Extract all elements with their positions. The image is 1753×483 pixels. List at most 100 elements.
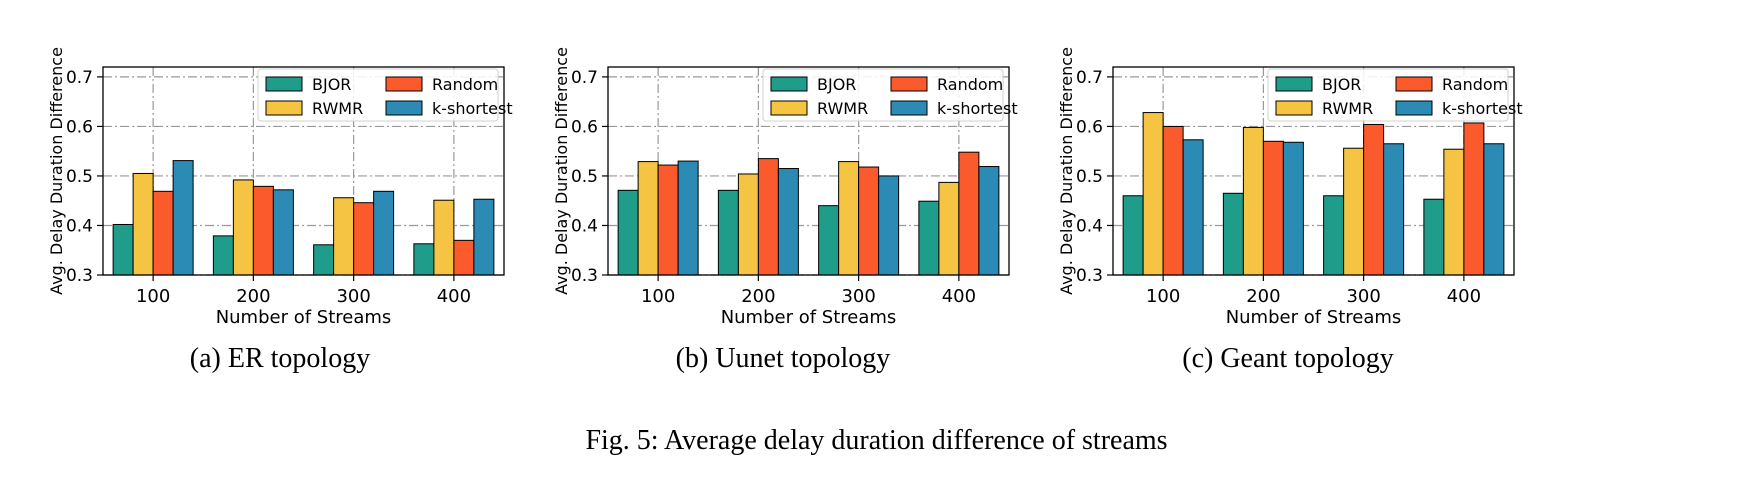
bar-bjor-100 <box>112 223 134 276</box>
bar-bjor-200 <box>212 235 234 276</box>
bar-bjor-100 <box>617 189 639 276</box>
bar-random-200 <box>1262 140 1284 276</box>
bar-rwmr-300 <box>333 197 355 276</box>
legend-label-k-shortest: k-shortest <box>432 99 513 118</box>
y-tick-label: 0.5 <box>66 167 93 187</box>
x-tick-label: 100 <box>641 286 675 307</box>
legend-swatch-random <box>1395 76 1433 92</box>
y-axis-label: Avg. Delay Duration Difference <box>552 47 571 295</box>
chart-uunet: Avg. Delay Duration Difference 0.3 0.4 0.5 0… <box>552 47 1018 328</box>
y-tick-label: 0.5 <box>571 167 598 187</box>
bar-bjor-300 <box>313 244 335 276</box>
bar-random-300 <box>353 202 375 276</box>
bar-rwmr-400 <box>1443 148 1465 276</box>
plot-frame <box>102 66 505 276</box>
legend-box <box>257 68 499 122</box>
y-tick-label: 0.3 <box>571 266 598 286</box>
bar-random-100 <box>1162 125 1184 276</box>
bar-k-shortest-100 <box>172 160 194 276</box>
y-tick-label: 0.7 <box>571 68 598 88</box>
bar-bjor-400 <box>918 200 940 276</box>
bar-bjor-300 <box>1323 195 1345 276</box>
chart-er: Avg. Delay Duration Difference 0.3 0.4 0.5 0… <box>47 47 513 328</box>
x-tick-label: 300 <box>841 286 875 307</box>
figure: Avg. Delay Duration Difference 0.3 0.4 0.5 0… <box>47 47 1523 328</box>
legend-box <box>1267 68 1509 122</box>
bar-bjor-400 <box>1423 198 1445 276</box>
y-tick-label: 0.4 <box>1076 216 1103 236</box>
legend-label-bjor: BJOR <box>1322 75 1361 94</box>
y-axis-label: Avg. Delay Duration Difference <box>47 47 66 295</box>
figure-caption: Fig. 5: Average delay duration differenc… <box>585 425 1168 456</box>
bar-random-100 <box>657 164 679 276</box>
legend-label-random: Random <box>937 75 1003 94</box>
bar-random-100 <box>152 190 174 276</box>
subcaption-a: (a) ER topology <box>189 343 371 374</box>
bar-k-shortest-300 <box>878 175 900 276</box>
legend-label-k-shortest: k-shortest <box>1442 99 1523 118</box>
bar-k-shortest-400 <box>978 166 1000 276</box>
legend-box <box>762 68 1004 122</box>
x-axis-label: Number of Streams <box>216 307 392 328</box>
legend-label-rwmr: RWMR <box>1322 99 1373 118</box>
x-tick-label: 400 <box>1447 286 1481 307</box>
legend-label-random: Random <box>432 75 498 94</box>
x-tick-label: 200 <box>1246 286 1280 307</box>
bar-bjor-200 <box>717 189 739 276</box>
bar-rwmr-300 <box>1343 147 1365 276</box>
y-tick-label: 0.6 <box>66 117 93 137</box>
bar-k-shortest-200 <box>777 168 799 276</box>
y-tick-label: 0.4 <box>571 216 598 236</box>
bar-random-300 <box>858 166 880 276</box>
bar-random-200 <box>252 185 274 276</box>
bar-rwmr-400 <box>433 199 455 276</box>
legend-swatch-bjor <box>770 76 808 92</box>
bar-bjor-400 <box>413 243 435 276</box>
legend-swatch-rwmr <box>1275 100 1313 116</box>
bar-rwmr-200 <box>1242 126 1264 276</box>
legend-swatch-bjor <box>1275 76 1313 92</box>
bar-random-400 <box>958 151 980 276</box>
y-tick-label: 0.7 <box>1076 68 1103 88</box>
bar-rwmr-200 <box>737 173 759 276</box>
bar-k-shortest-300 <box>373 190 395 276</box>
y-tick-label: 0.6 <box>1076 117 1103 137</box>
bar-k-shortest-200 <box>272 189 294 276</box>
x-tick-label: 100 <box>1146 286 1180 307</box>
y-tick-label: 0.3 <box>1076 266 1103 286</box>
bar-rwmr-400 <box>938 181 960 276</box>
legend-label-rwmr: RWMR <box>817 99 868 118</box>
y-tick-label: 0.6 <box>571 117 598 137</box>
legend-swatch-random <box>890 76 928 92</box>
legend-swatch-k-shortest <box>890 100 928 116</box>
x-axis-label: Number of Streams <box>1226 307 1402 328</box>
legend-label-k-shortest: k-shortest <box>937 99 1018 118</box>
bar-bjor-200 <box>1222 192 1244 276</box>
bar-random-400 <box>1463 122 1485 276</box>
legend-label-bjor: BJOR <box>817 75 856 94</box>
bar-k-shortest-400 <box>473 198 495 276</box>
bar-bjor-300 <box>818 205 840 276</box>
x-axis-label: Number of Streams <box>721 307 897 328</box>
legend-label-bjor: BJOR <box>312 75 351 94</box>
bar-random-300 <box>1363 123 1385 276</box>
bar-random-200 <box>757 158 779 276</box>
bar-bjor-100 <box>1122 195 1144 276</box>
bar-k-shortest-300 <box>1383 143 1405 276</box>
legend-swatch-rwmr <box>770 100 808 116</box>
bar-k-shortest-200 <box>1282 141 1304 276</box>
chart-geant: Avg. Delay Duration Difference 0.3 0.4 0.5 0… <box>1057 47 1523 328</box>
plot-frame <box>1112 66 1515 276</box>
x-tick-label: 400 <box>942 286 976 307</box>
legend: BJOR Random RWMR k-shortest <box>257 68 513 122</box>
x-tick-label: 100 <box>136 286 170 307</box>
x-tick-label: 300 <box>336 286 370 307</box>
legend-label-rwmr: RWMR <box>312 99 363 118</box>
legend: BJOR Random RWMR k-shortest <box>1267 68 1523 122</box>
legend: BJOR Random RWMR k-shortest <box>762 68 1018 122</box>
y-axis-label: Avg. Delay Duration Difference <box>1057 47 1076 295</box>
bar-k-shortest-100 <box>1182 139 1204 276</box>
x-tick-label: 200 <box>236 286 270 307</box>
bar-k-shortest-400 <box>1483 143 1505 276</box>
x-tick-label: 200 <box>741 286 775 307</box>
